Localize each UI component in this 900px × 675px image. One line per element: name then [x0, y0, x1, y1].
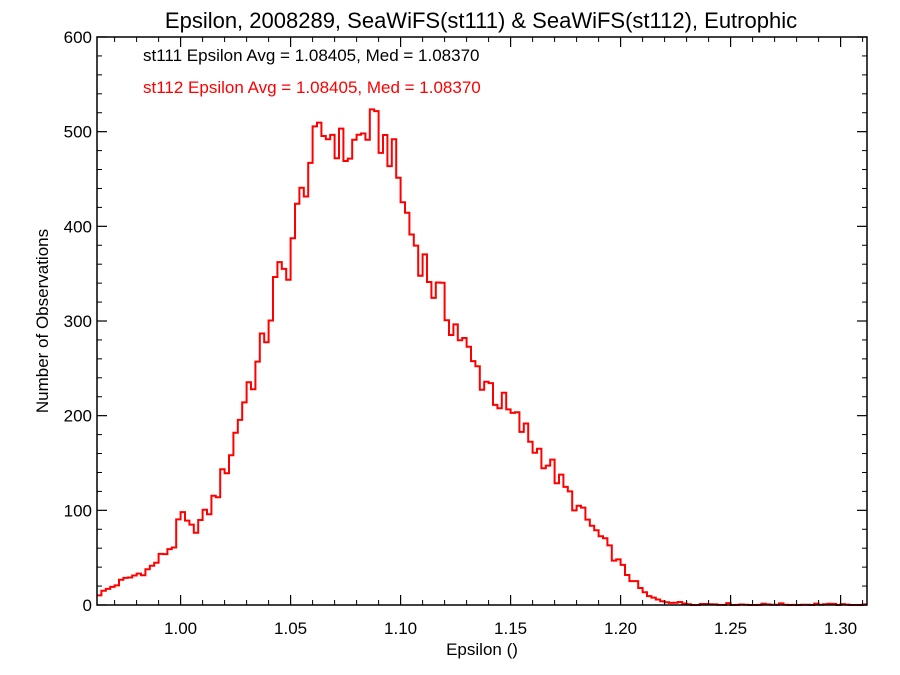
st111-stats-annotation: st111 Epsilon Avg = 1.08405, Med = 1.083… — [143, 46, 479, 65]
x-tick-label: 1.05 — [274, 619, 307, 638]
x-tick-label: 1.10 — [384, 619, 417, 638]
x-tick-label: 1.15 — [494, 619, 527, 638]
plot-frame — [96, 36, 868, 606]
y-axis: 0 100 200 300 400 500 600 — [64, 28, 867, 615]
x-tick-label: 1.25 — [714, 619, 747, 638]
x-tick-label: 1.30 — [824, 619, 857, 638]
y-tick-label: 100 — [64, 501, 92, 520]
y-axis-label: Number of Observations — [33, 229, 52, 413]
y-tick-label: 500 — [64, 123, 92, 142]
y-tick-label: 300 — [64, 312, 92, 331]
y-tick-label: 0 — [83, 596, 92, 615]
y-tick-label: 600 — [64, 28, 92, 47]
x-tick-label: 1.00 — [164, 619, 197, 638]
chart-title: Epsilon, 2008289, SeaWiFS(st111) & SeaWi… — [165, 8, 797, 33]
y-tick-label: 400 — [64, 217, 92, 236]
y-tick-label: 200 — [64, 407, 92, 426]
st112-stats-annotation: st112 Epsilon Avg = 1.08405, Med = 1.083… — [143, 78, 481, 97]
x-axis-label: Epsilon () — [446, 640, 518, 659]
x-tick-label: 1.20 — [604, 619, 637, 638]
x-axis: 1.00 1.05 1.10 1.15 1.20 1.25 1.30 — [114, 37, 864, 638]
